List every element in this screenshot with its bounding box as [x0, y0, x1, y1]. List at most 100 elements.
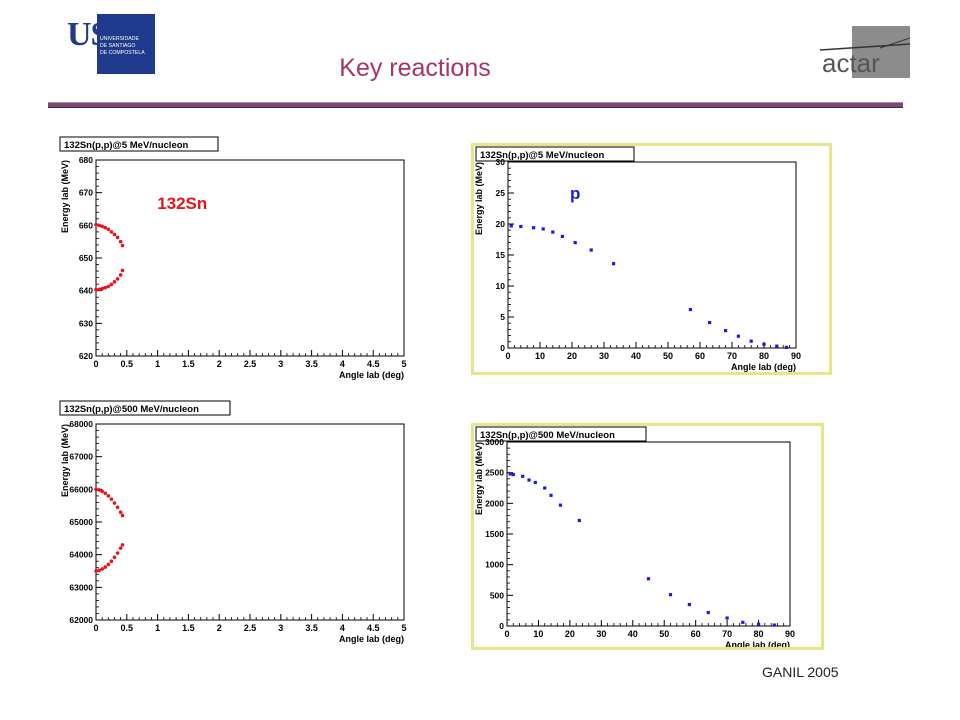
data-point	[543, 486, 547, 490]
data-point	[589, 248, 593, 252]
data-point	[112, 232, 117, 237]
data-point	[573, 241, 577, 245]
x-tick-label: 1.5	[182, 359, 195, 369]
y-tick-label: 630	[79, 318, 93, 328]
data-point	[103, 491, 108, 496]
data-point	[97, 223, 101, 228]
y-tick-label: 64000	[69, 550, 93, 560]
data-point	[521, 474, 525, 478]
data-point	[109, 559, 114, 563]
data-point	[120, 243, 125, 248]
data-point	[115, 235, 120, 240]
y-tick-label: 670	[79, 188, 93, 198]
y-tick-label: 2500	[485, 468, 504, 478]
plot-frame	[95, 423, 405, 621]
plot-frame	[507, 161, 797, 349]
actar-logo: actar	[819, 26, 911, 78]
data-point	[115, 551, 120, 555]
y-tick-label: 63000	[69, 582, 93, 592]
data-point	[109, 282, 114, 287]
data-point	[541, 227, 545, 231]
y-tick-label: 62000	[69, 615, 93, 625]
data-point	[668, 593, 673, 597]
data-point	[741, 620, 745, 624]
x-axis-label: Angle lab (deg)	[731, 362, 796, 372]
data-point	[115, 277, 120, 281]
x-tick-label: 4.5	[367, 359, 380, 369]
y-tick-label: 2000	[485, 498, 504, 508]
y-axis-label: Energy lab (MeV)	[60, 424, 70, 497]
data-point	[100, 286, 104, 291]
data-point	[100, 567, 104, 571]
x-tick-label: 2.5	[244, 359, 257, 369]
x-tick-label: 80	[754, 629, 764, 639]
data-point	[736, 334, 740, 338]
data-point	[118, 273, 123, 277]
x-tick-label: 1.5	[182, 623, 195, 633]
x-tick-label: 80	[759, 351, 769, 361]
chart-title-box	[59, 136, 219, 152]
x-tick-label: 40	[631, 351, 641, 361]
data-point	[756, 622, 761, 626]
data-point	[103, 565, 108, 569]
data-point	[551, 230, 555, 234]
data-point	[118, 546, 123, 550]
y-tick-label: 25	[496, 188, 506, 198]
data-point	[784, 345, 788, 349]
chart-title-box	[475, 426, 647, 442]
x-tick-label: 3.5	[305, 623, 318, 633]
data-point	[100, 224, 104, 229]
title-divider	[48, 102, 903, 108]
y-tick-label: 680	[79, 155, 93, 165]
data-point	[106, 227, 111, 232]
y-tick-label: 1000	[485, 560, 504, 570]
x-tick-label: 5	[401, 359, 406, 369]
y-tick-label: 3000	[485, 437, 504, 447]
x-tick-label: 10	[535, 351, 545, 361]
x-tick-label: 2	[217, 623, 222, 633]
y-tick-label: 30	[496, 157, 506, 167]
data-point	[103, 225, 108, 230]
data-point	[706, 610, 710, 615]
x-tick-label: 0	[505, 351, 510, 361]
data-point	[94, 569, 98, 573]
data-point	[762, 342, 766, 346]
x-tick-label: 60	[691, 629, 701, 639]
x-tick-label: 4.5	[367, 623, 380, 633]
chart-svg: 132Sn(p,p)@500 MeV/nucleon 0 0.5 1 1.5 2 2.5 3 3…	[59, 400, 407, 644]
plot-p-500mev: 132Sn(p,p)@500 MeV/nucleon 0 10 20 30 40 50 60 7…	[474, 426, 821, 650]
x-tick-label: 0	[504, 629, 509, 639]
data-point	[532, 226, 536, 230]
data-point	[118, 510, 123, 514]
x-tick-label: 0.5	[121, 623, 134, 633]
x-tick-label: 90	[791, 351, 801, 361]
y-axis-label: Energy lab (MeV)	[474, 162, 484, 235]
data-point	[724, 329, 728, 333]
y-axis-label: Energy lab (MeV)	[474, 442, 484, 515]
x-tick-label: 40	[628, 629, 638, 639]
x-tick-label: 20	[567, 351, 577, 361]
x-tick-label: 90	[785, 629, 795, 639]
data-point	[511, 472, 515, 477]
x-tick-label: 50	[663, 351, 673, 361]
data-point	[97, 488, 101, 492]
data-point	[749, 339, 753, 343]
data-point	[772, 623, 776, 627]
page-title: Key reactions	[339, 54, 491, 82]
data-point	[560, 234, 564, 238]
y-tick-label: 500	[490, 590, 504, 600]
x-tick-label: 0	[93, 359, 98, 369]
x-tick-label: 30	[596, 629, 606, 639]
data-point	[112, 501, 117, 505]
y-tick-label: 68000	[69, 419, 93, 429]
y-tick-label: 67000	[69, 452, 93, 462]
x-tick-label: 0	[93, 623, 98, 633]
data-point	[100, 489, 104, 494]
y-tick-label: 0	[499, 621, 504, 631]
actar-logo-text: actar	[822, 48, 880, 78]
chart-title: 132Sn(p,p)@5 MeV/nucleon	[64, 140, 189, 151]
y-tick-label: 1500	[485, 529, 504, 539]
x-tick-label: 30	[599, 351, 609, 361]
y-tick-label: 640	[79, 286, 93, 296]
